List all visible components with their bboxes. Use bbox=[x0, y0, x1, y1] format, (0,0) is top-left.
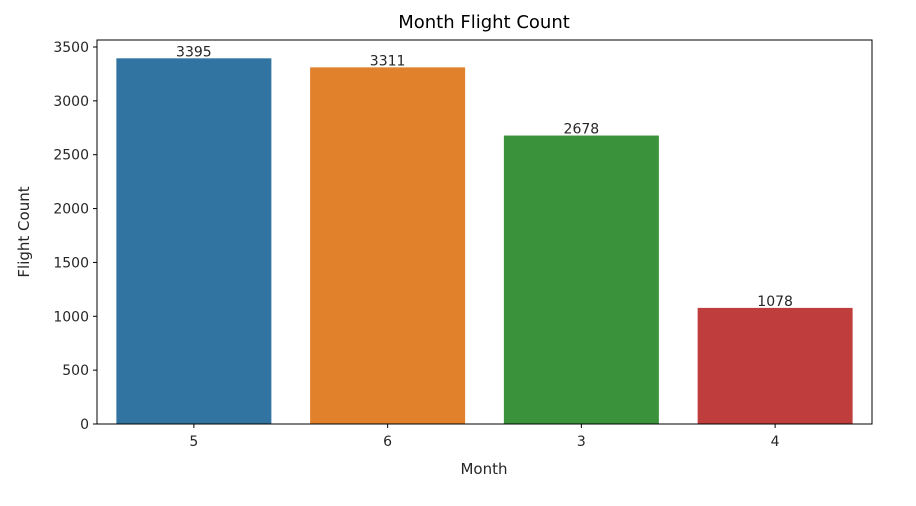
y-axis: 0 500 1000 1500 2000 2500 3000 3500 bbox=[53, 40, 97, 433]
plot-frame bbox=[96, 39, 873, 425]
x-tick-label-3: 3 bbox=[577, 434, 586, 450]
y-tick-label-1500: 1500 bbox=[53, 255, 89, 271]
x-tick-label-4: 4 bbox=[771, 434, 780, 450]
data-label-6: 3311 bbox=[370, 53, 406, 69]
bar-3 bbox=[503, 135, 659, 424]
x-axis-label: Month bbox=[460, 460, 507, 478]
data-labels-group: 3395 3311 2678 1078 bbox=[176, 44, 793, 310]
y-tick-label-1000: 1000 bbox=[53, 309, 89, 325]
x-axis: 5 6 3 4 bbox=[189, 424, 780, 450]
y-tick-label-0: 0 bbox=[80, 417, 89, 433]
y-tick-label-3500: 3500 bbox=[53, 40, 89, 56]
bar-4 bbox=[697, 307, 853, 424]
y-tick-label-2000: 2000 bbox=[53, 202, 89, 218]
x-tick-label-5: 5 bbox=[189, 434, 198, 450]
x-tick-label-6: 6 bbox=[383, 434, 392, 450]
data-label-3: 2678 bbox=[564, 122, 600, 138]
chart-title: Month Flight Count bbox=[398, 12, 570, 33]
y-axis-label: Flight Count bbox=[15, 186, 33, 277]
y-tick-label-3000: 3000 bbox=[53, 94, 89, 110]
bars-group bbox=[116, 58, 853, 425]
y-tick-label-2500: 2500 bbox=[53, 148, 89, 164]
bar-6 bbox=[310, 67, 466, 425]
data-label-4: 1078 bbox=[757, 294, 793, 310]
y-tick-label-500: 500 bbox=[62, 363, 89, 379]
bar-5 bbox=[116, 58, 272, 424]
data-label-5: 3395 bbox=[176, 44, 212, 60]
